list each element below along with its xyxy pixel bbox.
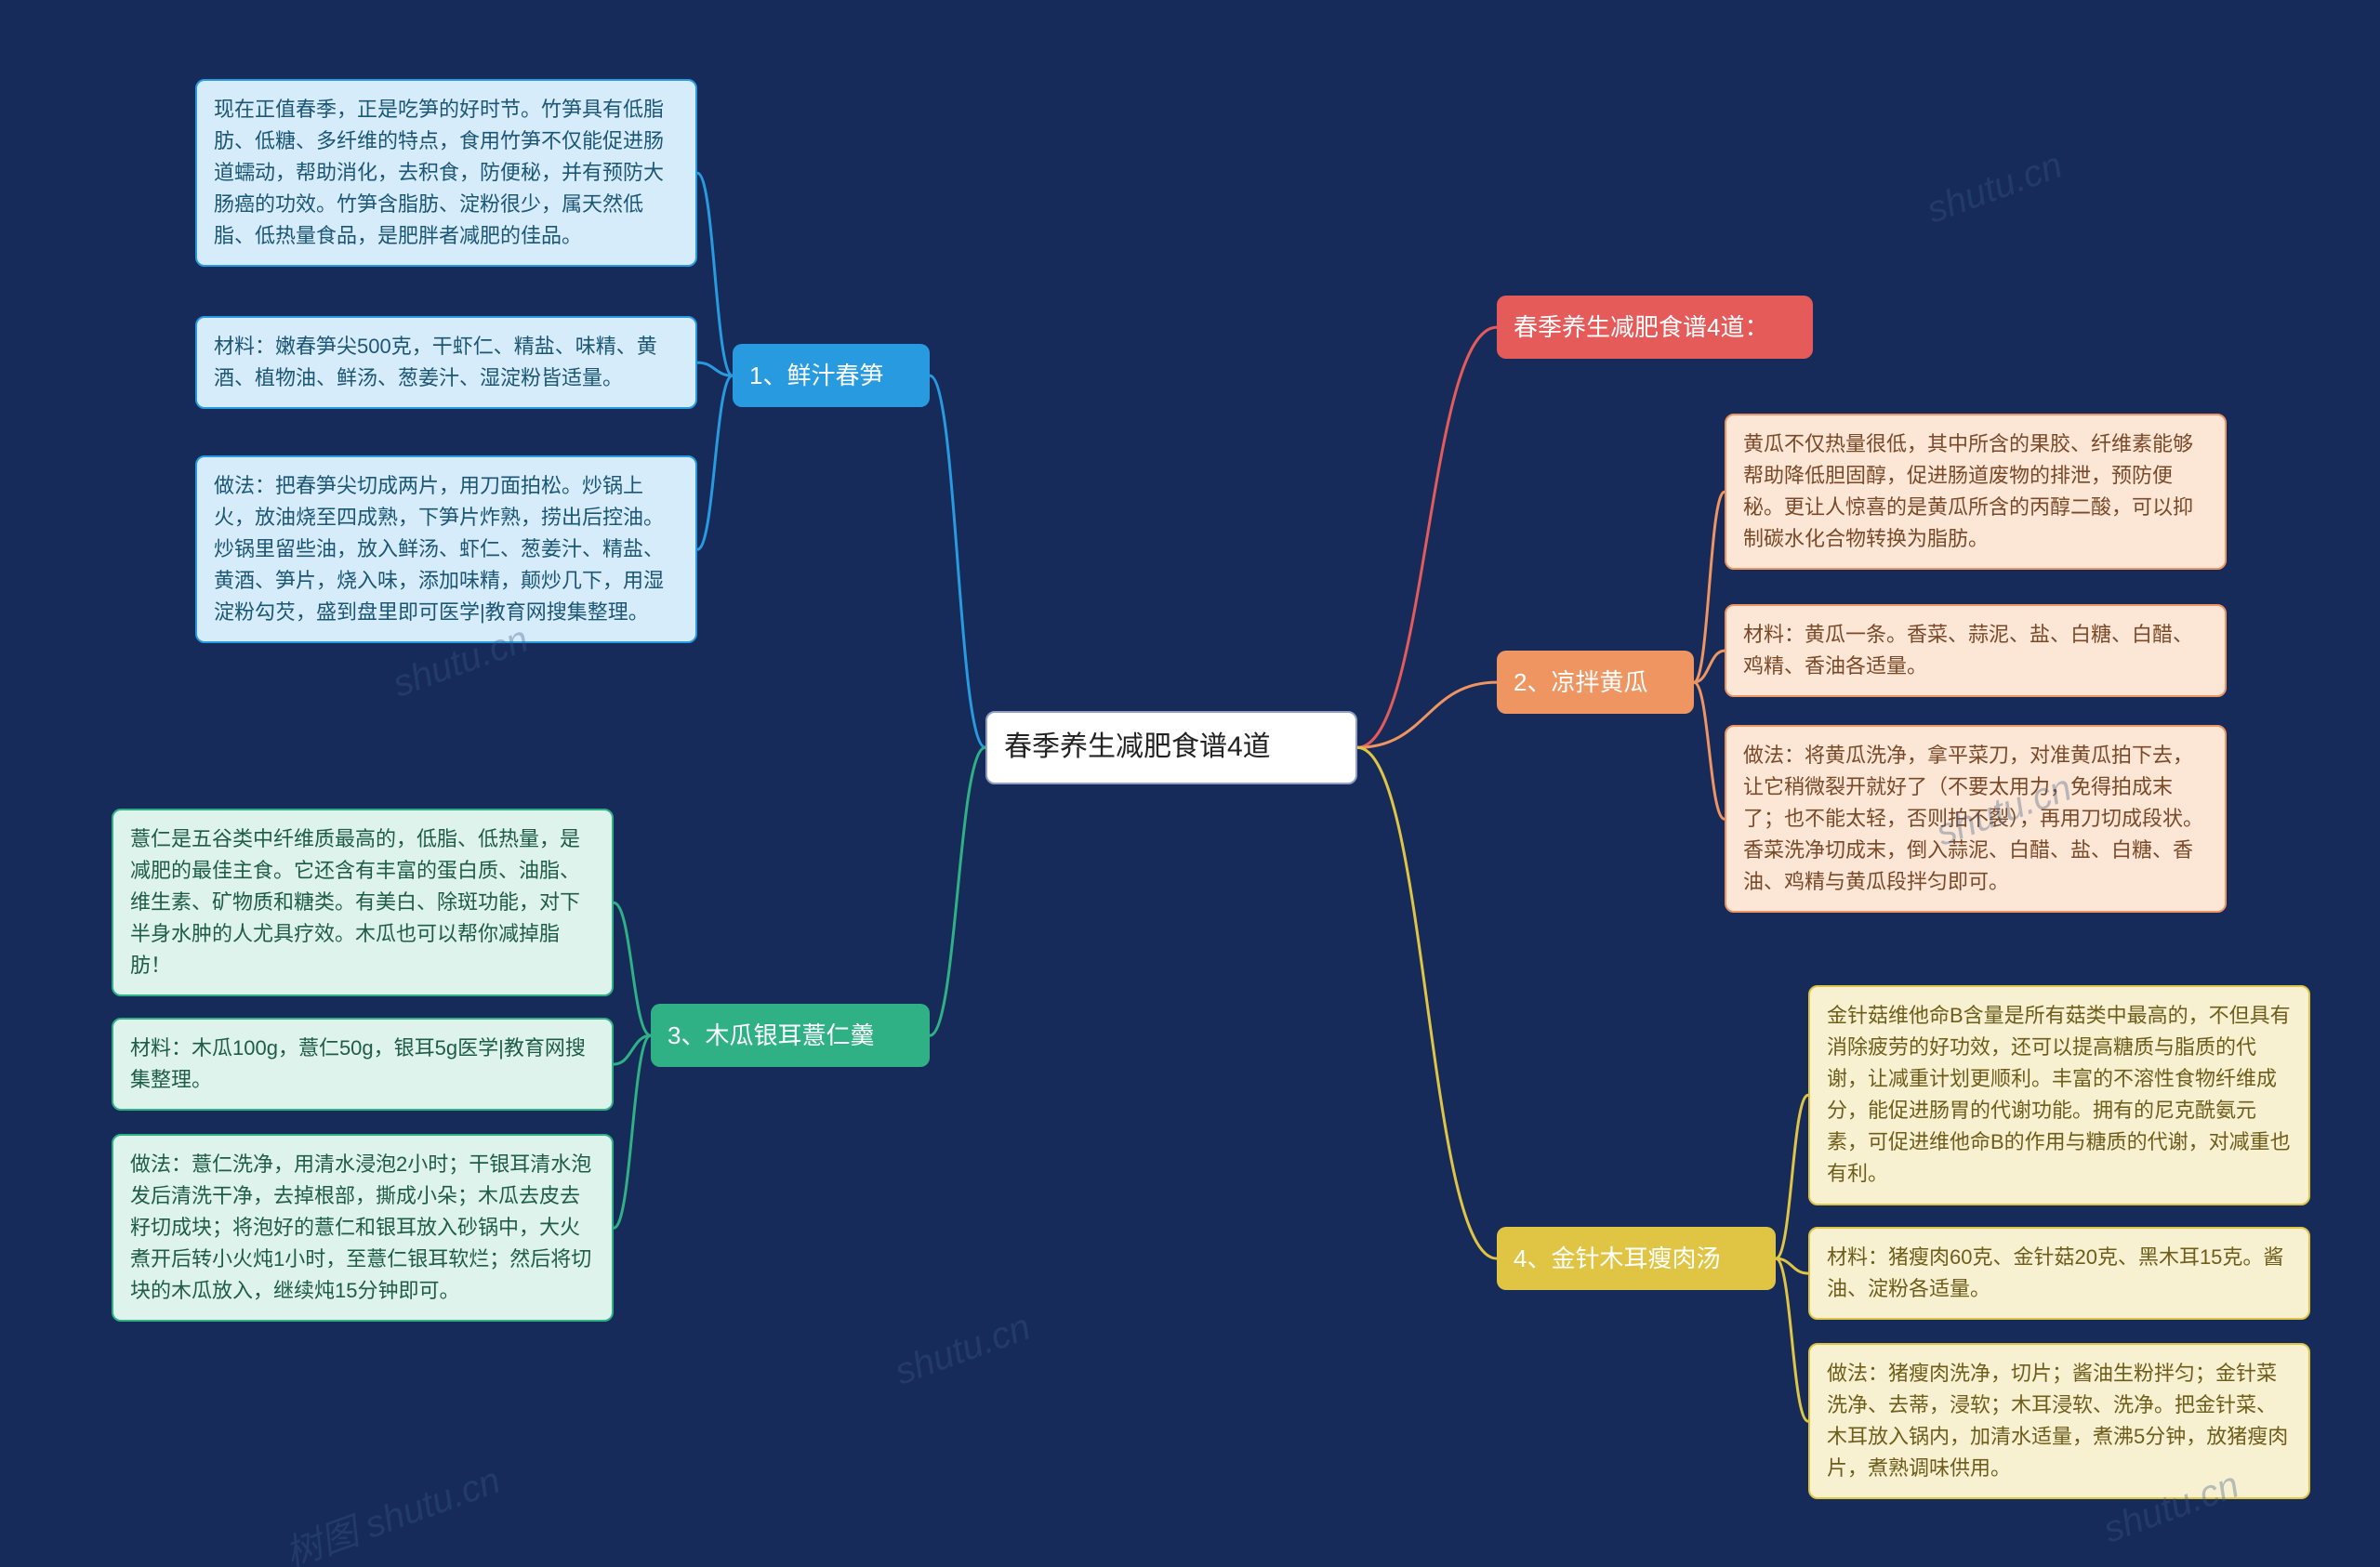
node-l3b: 材料：木瓜100g，薏仁50g，银耳5g医学|教育网搜集整理。 xyxy=(112,1018,614,1111)
node-l4b: 材料：猪瘦肉60克、金针菇20克、黑木耳15克。酱油、淀粉各适量。 xyxy=(1808,1227,2310,1320)
node-b4: 4、金针木耳瘦肉汤 xyxy=(1497,1227,1776,1290)
watermark: 树图 shutu.cn xyxy=(276,1450,507,1567)
node-l2b: 材料：黄瓜一条。香菜、蒜泥、盐、白糖、白醋、鸡精、香油各适量。 xyxy=(1725,604,2227,697)
watermark: shutu.cn xyxy=(890,1306,1036,1393)
node-l2a: 黄瓜不仅热量很低，其中所含的果胶、纤维素能够帮助降低胆固醇，促进肠道废物的排泄，… xyxy=(1725,414,2227,570)
node-root: 春季养生减肥食谱4道 xyxy=(985,711,1357,784)
node-b0: 春季养生减肥食谱4道： xyxy=(1497,296,1813,359)
node-l4a: 金针菇维他命B含量是所有菇类中最高的，不但具有消除疲劳的好功效，还可以提高糖质与… xyxy=(1808,985,2310,1205)
node-l3c: 做法：薏仁洗净，用清水浸泡2小时；干银耳清水泡发后清洗干净，去掉根部，撕成小朵；… xyxy=(112,1134,614,1322)
node-l1c: 做法：把春笋尖切成两片，用刀面拍松。炒锅上火，放油烧至四成熟，下笋片炸熟，捞出后… xyxy=(195,455,697,643)
node-l2c: 做法：将黄瓜洗净，拿平菜刀，对准黄瓜拍下去，让它稍微裂开就好了（不要太用力，免得… xyxy=(1725,725,2227,913)
node-l3a: 薏仁是五谷类中纤维质最高的，低脂、低热量，是减肥的最佳主食。它还含有丰富的蛋白质… xyxy=(112,809,614,996)
node-l1b: 材料：嫩春笋尖500克，干虾仁、精盐、味精、黄酒、植物油、鲜汤、葱姜汁、湿淀粉皆… xyxy=(195,316,697,409)
node-b1: 1、鲜汁春笋 xyxy=(733,344,930,407)
mindmap-canvas: 春季养生减肥食谱4道 春季养生减肥食谱4道： 1、鲜汁春笋 2、凉拌黄瓜 3、木瓜银耳薏… xyxy=(0,0,2380,1567)
node-b3: 3、木瓜银耳薏仁羹 xyxy=(651,1004,930,1067)
node-l1a: 现在正值春季，正是吃笋的好时节。竹笋具有低脂肪、低糖、多纤维的特点，食用竹笋不仅… xyxy=(195,79,697,267)
node-b2: 2、凉拌黄瓜 xyxy=(1497,651,1694,714)
node-l4c: 做法：猪瘦肉洗净，切片；酱油生粉拌匀；金针菜洗净、去蒂，浸软；木耳浸软、洗净。把… xyxy=(1808,1343,2310,1499)
watermark: shutu.cn xyxy=(1922,144,2068,231)
